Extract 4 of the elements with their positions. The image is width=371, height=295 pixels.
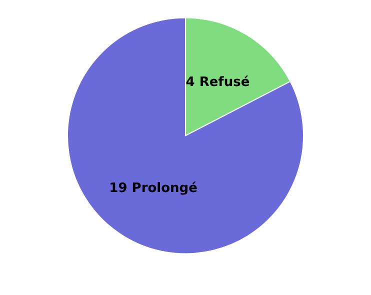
data-label: 4 [186, 75, 195, 90]
data-label: 19 [109, 181, 128, 196]
slice-label: Refusé [199, 75, 250, 90]
slice-label: Prolongé [132, 181, 198, 196]
